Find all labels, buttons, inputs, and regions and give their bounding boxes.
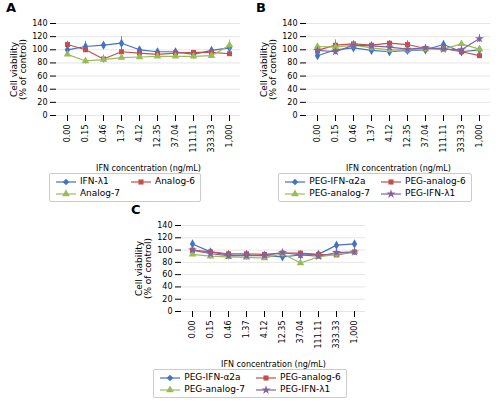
- html-text:PEG-analog-6: PEG-analog-6: [405, 176, 466, 186]
- html-text:PEG-IFN-α2a: PEG-IFN-α2a: [184, 372, 241, 382]
- svg-text:1,000: 1,000: [350, 321, 359, 344]
- svg-text:60: 60: [37, 72, 47, 81]
- html-text:PEG-analog-7: PEG-analog-7: [309, 188, 370, 198]
- svg-text:1,000: 1,000: [225, 125, 234, 148]
- svg-text:4.12: 4.12: [385, 125, 394, 143]
- svg-text:100: 100: [32, 45, 47, 54]
- html-text:Analog-7: Analog-7: [79, 188, 120, 198]
- svg-text:0: 0: [167, 307, 172, 316]
- svg-text:0.00: 0.00: [313, 125, 322, 143]
- html-text:PEG-IFN-λ1: PEG-IFN-λ1: [280, 384, 331, 394]
- svg-text:40: 40: [162, 282, 172, 291]
- svg-text:4.12: 4.12: [135, 125, 144, 143]
- html-text:IFN-λ1: IFN-λ1: [79, 176, 109, 186]
- svg-text:37.04: 37.04: [421, 125, 430, 148]
- svg-text:100: 100: [282, 45, 297, 54]
- html-text:PEG-analog-6: PEG-analog-6: [280, 372, 341, 382]
- svg-text:20: 20: [37, 98, 47, 107]
- svg-text:IFN concentration (ng/mL): IFN concentration (ng/mL): [346, 164, 451, 173]
- svg-text:37.04: 37.04: [171, 125, 180, 148]
- svg-text:1.37: 1.37: [367, 125, 376, 143]
- svg-text:333.33: 333.33: [332, 321, 341, 349]
- svg-text:0.46: 0.46: [349, 125, 358, 143]
- svg-text:Cell viability(% of control): Cell viability(% of control): [9, 39, 28, 100]
- html-text:PEG-IFN-α2a: PEG-IFN-α2a: [309, 176, 366, 186]
- svg-text:60: 60: [162, 270, 172, 279]
- svg-text:0.46: 0.46: [99, 125, 108, 143]
- svg-text:40: 40: [37, 85, 47, 94]
- svg-text:140: 140: [282, 19, 297, 28]
- svg-text:0.46: 0.46: [224, 321, 233, 339]
- html-text:Analog-6: Analog-6: [155, 176, 196, 186]
- svg-text:Cell viability(% of control): Cell viability(% of control): [134, 238, 153, 299]
- svg-text:111.11: 111.11: [439, 125, 448, 153]
- svg-text:20: 20: [162, 295, 172, 304]
- html-text:B: B: [256, 0, 266, 15]
- svg-text:80: 80: [162, 258, 172, 267]
- svg-text:0.15: 0.15: [331, 125, 340, 143]
- html-text:PEG-IFN-λ1: PEG-IFN-λ1: [405, 188, 456, 198]
- svg-text:40: 40: [287, 85, 297, 94]
- html-text:A: A: [6, 0, 17, 15]
- svg-text:4.12: 4.12: [260, 321, 269, 339]
- svg-text:333.33: 333.33: [207, 125, 216, 153]
- svg-text:12.35: 12.35: [278, 321, 287, 344]
- svg-text:120: 120: [32, 32, 47, 41]
- svg-text:IFN concentration (ng/mL): IFN concentration (ng/mL): [96, 164, 201, 173]
- svg-text:100: 100: [157, 246, 172, 255]
- svg-text:60: 60: [287, 72, 297, 81]
- svg-text:0.00: 0.00: [63, 125, 72, 143]
- svg-text:Cell viability(% of control): Cell viability(% of control): [259, 39, 278, 100]
- svg-text:120: 120: [157, 233, 172, 242]
- svg-text:1.37: 1.37: [117, 125, 126, 143]
- svg-text:120: 120: [282, 32, 297, 41]
- svg-text:0.00: 0.00: [188, 321, 197, 339]
- svg-text:12.35: 12.35: [153, 125, 162, 148]
- svg-text:0: 0: [292, 111, 297, 120]
- svg-text:0.15: 0.15: [206, 321, 215, 339]
- svg-text:111.11: 111.11: [314, 321, 323, 349]
- svg-text:0: 0: [42, 111, 47, 120]
- svg-text:140: 140: [157, 221, 172, 230]
- svg-text:1,000: 1,000: [475, 125, 484, 148]
- html-text:PEG-analog-7: PEG-analog-7: [184, 384, 245, 394]
- svg-text:20: 20: [287, 98, 297, 107]
- svg-text:37.04: 37.04: [296, 321, 305, 344]
- svg-text:12.35: 12.35: [403, 125, 412, 148]
- html-text:C: C: [131, 202, 141, 217]
- svg-text:0.15: 0.15: [81, 125, 90, 143]
- svg-text:140: 140: [32, 19, 47, 28]
- svg-text:111.11: 111.11: [189, 125, 198, 153]
- svg-text:80: 80: [37, 58, 47, 67]
- svg-text:IFN concentration (ng/mL): IFN concentration (ng/mL): [221, 360, 326, 369]
- svg-text:1.37: 1.37: [242, 321, 251, 339]
- svg-text:80: 80: [287, 58, 297, 67]
- svg-text:333.33: 333.33: [457, 125, 466, 153]
